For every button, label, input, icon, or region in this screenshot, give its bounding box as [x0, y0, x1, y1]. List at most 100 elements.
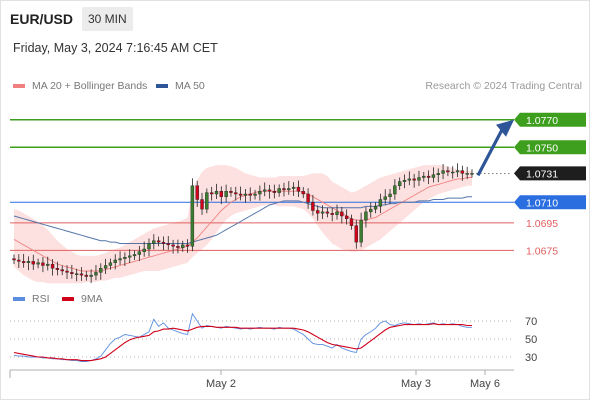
candle [185, 244, 190, 247]
candle [243, 193, 248, 196]
candle [94, 272, 98, 276]
candle [417, 177, 421, 181]
candle [291, 186, 296, 189]
candle [161, 241, 166, 244]
candle [296, 186, 301, 192]
candle [344, 215, 349, 219]
candle [412, 178, 416, 181]
ma20-line [13, 177, 472, 272]
candle [113, 259, 117, 263]
candle [388, 193, 392, 197]
candle [422, 175, 426, 178]
projection-arrow-head [496, 119, 514, 137]
candle [426, 175, 431, 178]
candle [123, 257, 127, 259]
candle [50, 263, 55, 269]
candle [118, 258, 122, 261]
timeframe-badge[interactable]: 30 MIN [82, 7, 133, 31]
legend-bollinger: MA 20 + Bollinger Bands [13, 80, 147, 92]
legend-ma50-swatch [156, 84, 168, 89]
candle [181, 244, 185, 248]
x-tick-label-2: May 6 [470, 378, 500, 390]
timestamp: Friday, May 3, 2024 7:16:45 AM CET [13, 41, 218, 55]
rsi-tick-30: 30 [525, 352, 537, 364]
legend-ma9-swatch [62, 297, 74, 302]
candle [446, 170, 450, 173]
candle [65, 270, 69, 273]
candle [195, 185, 199, 200]
candle [301, 191, 305, 195]
candle [176, 246, 180, 248]
level-label-1.0731: 1.0731 [526, 168, 558, 180]
candle [460, 170, 465, 174]
candle [46, 263, 50, 266]
candle [166, 243, 170, 246]
level-tag-1.0731 [514, 166, 586, 181]
candle [128, 255, 132, 258]
candle [378, 199, 383, 207]
legend-rsi: RSI [13, 293, 50, 305]
candles [12, 163, 474, 284]
candle [383, 196, 387, 200]
x-tick-label-1: May 3 [401, 378, 431, 390]
candle [224, 191, 228, 197]
legend-ma50: MA 50 [156, 80, 205, 92]
candle [287, 188, 291, 191]
candle [12, 258, 16, 261]
candle [147, 243, 151, 250]
candle [219, 191, 223, 197]
candle [369, 208, 373, 213]
candle [359, 219, 363, 243]
credit-text: Research © 2024 Trading Central [425, 80, 582, 92]
level-tag-1.0710 [514, 195, 586, 210]
candle [70, 272, 74, 274]
candle [209, 192, 214, 195]
candle [311, 202, 315, 211]
candle [55, 268, 60, 270]
level-label-1.0710: 1.0710 [526, 197, 558, 209]
candle [306, 193, 310, 203]
candle [190, 185, 195, 247]
candle [234, 192, 238, 195]
candle [229, 191, 233, 193]
candle [267, 189, 272, 192]
level-label-1.0750: 1.0750 [526, 142, 558, 154]
candle [335, 211, 339, 215]
legend-rsi-swatch [13, 297, 25, 302]
level-tag-1.0750 [514, 140, 586, 155]
candle [349, 218, 354, 226]
candle [282, 188, 286, 191]
candle [248, 193, 252, 196]
candle [316, 210, 320, 214]
legend-ma9-label: 9MA [81, 293, 103, 305]
bollinger-band-area [14, 165, 472, 284]
x-tick-label-0: May 2 [206, 378, 236, 390]
candle [465, 173, 469, 175]
candle [393, 185, 397, 195]
candle [60, 269, 64, 272]
candle [26, 261, 31, 263]
candle [89, 274, 93, 277]
candle [407, 178, 412, 181]
legend-ma9: 9MA [62, 293, 103, 305]
candle [325, 211, 330, 214]
candle [200, 199, 204, 210]
candle [17, 259, 21, 262]
legend-bb-swatch [13, 84, 25, 89]
candle [31, 261, 35, 265]
level-tag-1.0770 [514, 112, 586, 127]
candle [431, 174, 436, 178]
legend-bb-label: MA 20 + Bollinger Bands [32, 80, 148, 92]
candle [108, 262, 113, 266]
candle [354, 225, 358, 243]
candle [171, 244, 175, 247]
rsi-tick-70: 70 [525, 316, 537, 328]
level-label-1.0695: 1.0695 [526, 218, 558, 230]
candle [205, 192, 209, 210]
candle [263, 189, 267, 192]
candle [41, 262, 45, 266]
level-label-1.0675: 1.0675 [526, 245, 558, 257]
candle [258, 191, 262, 195]
candle [99, 268, 103, 273]
